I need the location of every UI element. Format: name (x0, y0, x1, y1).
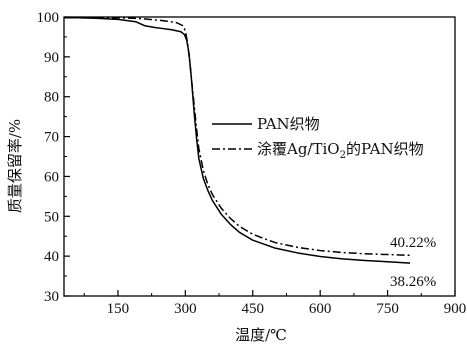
y-tick-label: 40 (44, 249, 59, 265)
x-tick-label: 450 (242, 301, 265, 317)
y-tick-label: 90 (44, 50, 59, 66)
legend-label-pan: PAN织物 (257, 115, 320, 133)
x-tick-label: 300 (174, 301, 197, 317)
series-line-pan (64, 17, 411, 264)
series-layer (64, 16, 411, 264)
y-tick-label: 100 (37, 10, 60, 26)
x-axis-title: 温度/℃ (235, 326, 287, 344)
legend-label-coated-pan: 涂覆Ag/TiO2的PAN织物 (257, 140, 424, 161)
y-tick-label: 30 (44, 289, 59, 305)
y-tick-label: 70 (44, 130, 59, 146)
x-tick-label: 750 (376, 301, 399, 317)
series-line-coated-pan (64, 16, 411, 257)
y-axis-title: 质量保留率/% (6, 119, 24, 213)
annotation-pan-value: 38.26% (390, 274, 436, 290)
y-tick-label: 50 (44, 209, 59, 225)
y-tick-label: 80 (44, 90, 59, 106)
y-tick-label: 60 (44, 169, 59, 185)
x-tick-label: 150 (107, 301, 130, 317)
x-tick-label: 900 (444, 301, 467, 317)
annotation-coated-value: 40.22% (390, 235, 436, 251)
annotations: 40.22% 38.26% (390, 235, 436, 290)
x-tick-label: 600 (309, 301, 332, 317)
axes: 150 300 450 600 750 900 30 40 50 60 70 80 90 100 (37, 10, 467, 317)
